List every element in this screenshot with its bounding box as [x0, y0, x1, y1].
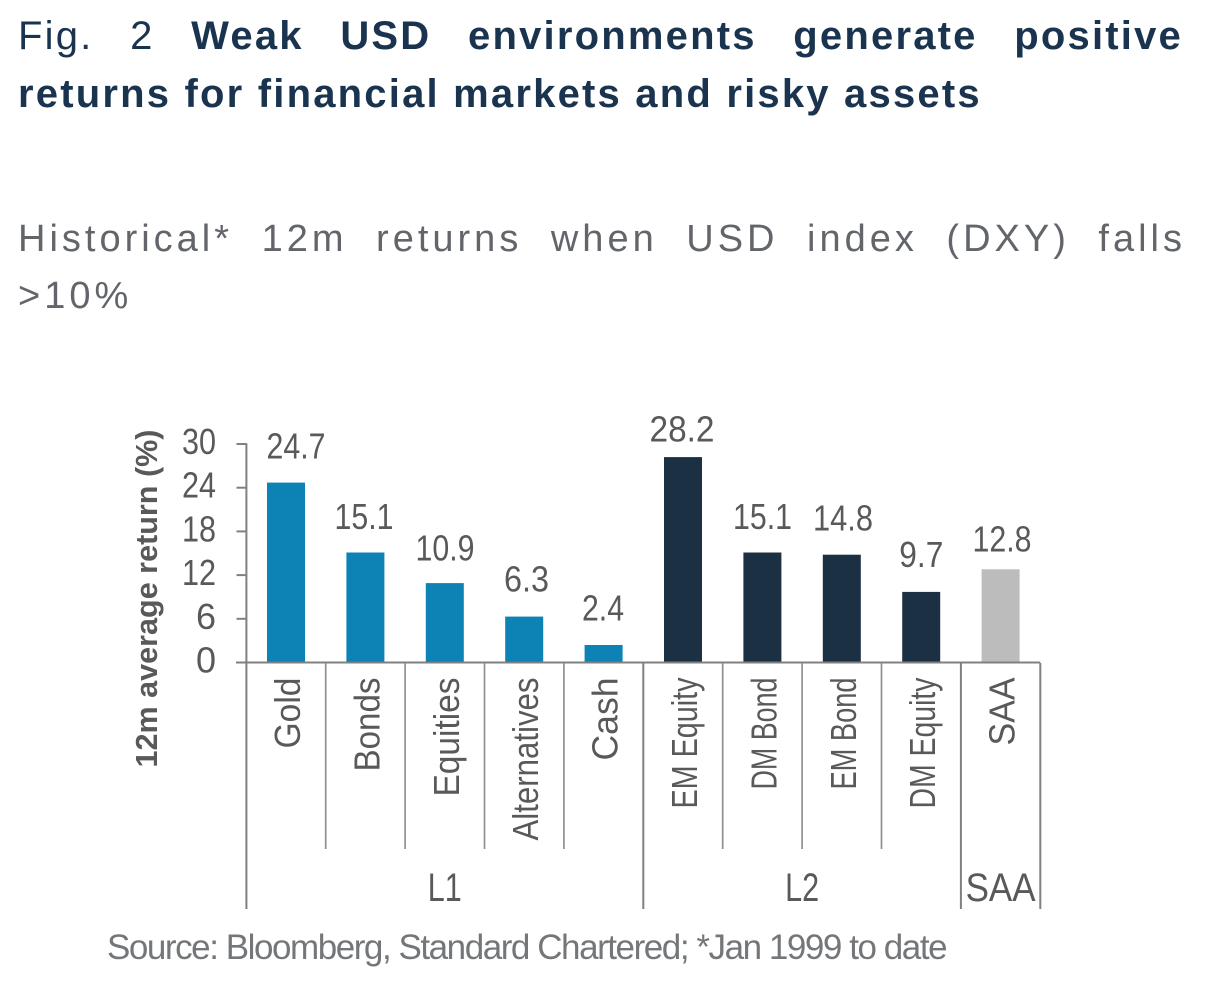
- svg-text:Bonds: Bonds: [346, 678, 387, 772]
- svg-text:EM Bond: EM Bond: [823, 678, 864, 790]
- svg-text:12: 12: [182, 552, 216, 593]
- svg-text:SAA: SAA: [982, 678, 1023, 746]
- svg-text:9.7: 9.7: [899, 534, 943, 575]
- svg-text:24.7: 24.7: [267, 426, 326, 467]
- svg-text:6.3: 6.3: [504, 559, 549, 600]
- svg-text:Alternatives: Alternatives: [505, 678, 546, 841]
- svg-text:Equities: Equities: [426, 678, 467, 797]
- svg-text:24: 24: [182, 465, 216, 506]
- svg-text:15.1: 15.1: [335, 496, 394, 537]
- svg-text:30: 30: [182, 421, 216, 462]
- svg-text:12.8: 12.8: [973, 519, 1032, 560]
- svg-text:0: 0: [196, 640, 216, 681]
- svg-text:EM Equity: EM Equity: [664, 678, 705, 809]
- svg-text:L2: L2: [785, 866, 819, 910]
- svg-text:SAA: SAA: [966, 866, 1036, 910]
- svg-text:DM Bond: DM Bond: [743, 678, 784, 790]
- svg-text:DM Equity: DM Equity: [902, 678, 943, 809]
- svg-text:12m average return (%): 12m average return (%): [129, 430, 164, 768]
- svg-text:15.1: 15.1: [733, 496, 792, 537]
- svg-text:2.4: 2.4: [582, 587, 624, 628]
- svg-text:L1: L1: [428, 866, 462, 910]
- svg-text:Gold: Gold: [267, 678, 308, 749]
- svg-text:10.9: 10.9: [416, 528, 475, 569]
- svg-text:28.2: 28.2: [650, 409, 715, 450]
- svg-text:14.8: 14.8: [813, 498, 873, 539]
- svg-text:Cash: Cash: [585, 678, 626, 761]
- svg-text:6: 6: [196, 596, 216, 637]
- svg-text:18: 18: [182, 508, 216, 549]
